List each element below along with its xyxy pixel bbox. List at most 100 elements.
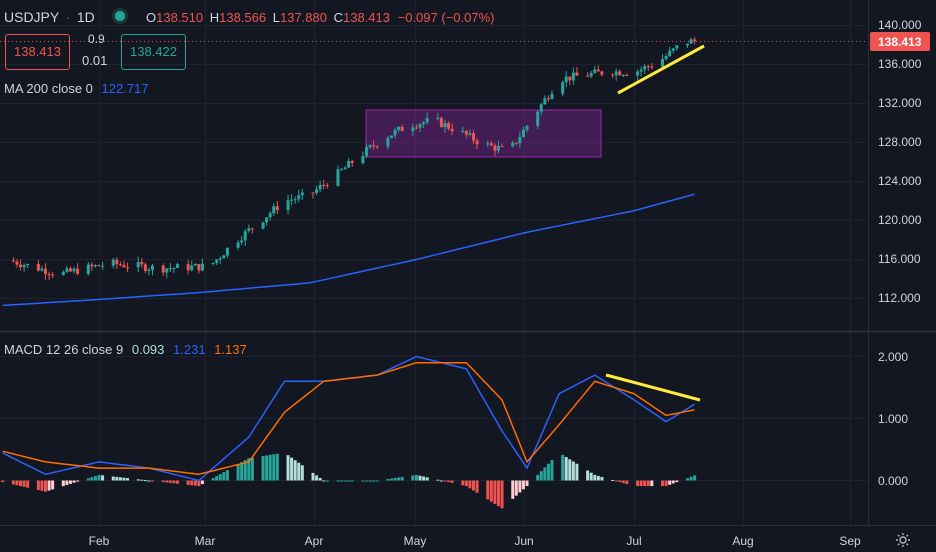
candle-body[interactable] — [386, 138, 390, 147]
candle-body[interactable] — [197, 263, 201, 271]
candle-body[interactable] — [122, 264, 126, 268]
candle-body[interactable] — [468, 133, 472, 135]
candle-body[interactable] — [336, 169, 340, 186]
candle-body[interactable] — [536, 111, 540, 126]
candle-body[interactable] — [93, 265, 97, 267]
candle-body[interactable] — [322, 185, 326, 187]
candle-body[interactable] — [350, 160, 354, 163]
candle-body[interactable] — [90, 264, 94, 267]
candle-body[interactable] — [40, 268, 44, 271]
candle-body[interactable] — [596, 69, 600, 72]
candle-body[interactable] — [225, 247, 229, 256]
candle-body[interactable] — [47, 274, 51, 276]
candle-body[interactable] — [561, 82, 565, 94]
candle-body[interactable] — [165, 268, 169, 273]
candle-body[interactable] — [671, 48, 675, 51]
candle-body[interactable] — [143, 264, 147, 272]
candle-body[interactable] — [76, 268, 80, 274]
candle-body[interactable] — [325, 185, 329, 187]
buy-button[interactable]: 138.422 — [121, 34, 186, 70]
candle-body[interactable] — [22, 265, 26, 268]
candle-body[interactable] — [368, 145, 372, 148]
candle-body[interactable] — [115, 259, 119, 265]
candle-body[interactable] — [639, 69, 643, 72]
lot-size[interactable]: 0.01 — [82, 53, 108, 68]
candle-body[interactable] — [600, 71, 604, 75]
candle-body[interactable] — [218, 258, 222, 260]
candle-body[interactable] — [365, 147, 368, 156]
candle-body[interactable] — [475, 140, 479, 145]
candle-body[interactable] — [211, 262, 215, 264]
candle-body[interactable] — [186, 264, 190, 271]
candle-body[interactable] — [543, 98, 547, 105]
candle-body[interactable] — [343, 167, 347, 170]
candle-body[interactable] — [118, 264, 122, 266]
candle-body[interactable] — [19, 264, 23, 268]
candle-body[interactable] — [621, 75, 625, 77]
candle-body[interactable] — [372, 145, 376, 147]
candle-body[interactable] — [436, 117, 440, 119]
settings-gear-icon[interactable] — [896, 533, 910, 547]
candle-body[interactable] — [664, 56, 668, 60]
candle-body[interactable] — [643, 66, 647, 70]
candle-body[interactable] — [265, 217, 269, 223]
candle-body[interactable] — [97, 265, 101, 267]
candle-body[interactable] — [51, 274, 55, 276]
candle-body[interactable] — [311, 192, 315, 194]
candle-body[interactable] — [101, 265, 105, 267]
candle-body[interactable] — [136, 262, 140, 268]
candle-body[interactable] — [293, 199, 297, 201]
price-trendline[interactable] — [617, 44, 705, 95]
candle-body[interactable] — [625, 75, 629, 77]
ma-legend[interactable]: MA 200 close 0 122.717 — [4, 81, 149, 96]
macd-trendline[interactable] — [605, 373, 701, 402]
candle-body[interactable] — [518, 137, 522, 144]
candle-body[interactable] — [464, 131, 468, 135]
signal-line[interactable] — [2, 361, 695, 476]
candle-body[interactable] — [275, 206, 279, 211]
candle-body[interactable] — [539, 104, 543, 112]
candle-body[interactable] — [347, 160, 351, 168]
candle-body[interactable] — [425, 118, 429, 123]
candle-body[interactable] — [586, 75, 590, 77]
candle-body[interactable] — [472, 133, 475, 141]
candle-body[interactable] — [514, 142, 518, 144]
candle-body[interactable] — [636, 71, 640, 76]
candle-body[interactable] — [72, 268, 76, 272]
candle-body[interactable] — [611, 74, 615, 76]
candle-body[interactable] — [493, 145, 497, 151]
candle-body[interactable] — [686, 43, 689, 46]
candle-body[interactable] — [361, 155, 365, 163]
candle-body[interactable] — [261, 222, 265, 229]
candle-body[interactable] — [140, 262, 144, 265]
candle-body[interactable] — [240, 240, 244, 243]
candle-body[interactable] — [571, 72, 575, 81]
candle-body[interactable] — [147, 269, 151, 272]
candle-body[interactable] — [693, 39, 697, 42]
candle-body[interactable] — [168, 268, 172, 270]
candle-body[interactable] — [422, 122, 426, 125]
candle-body[interactable] — [300, 192, 304, 196]
candle-body[interactable] — [222, 255, 226, 259]
price-axis[interactable]: 140.000 136.000 132.000 128.000 124.000 … — [878, 18, 922, 488]
candle-body[interactable] — [286, 200, 290, 211]
candle-body[interactable] — [15, 261, 19, 265]
candle-body[interactable] — [36, 263, 40, 271]
candle-body[interactable] — [489, 143, 493, 146]
candle-body[interactable] — [268, 213, 272, 218]
candle-body[interactable] — [44, 268, 47, 275]
candle-body[interactable] — [575, 72, 579, 76]
candle-body[interactable] — [243, 231, 247, 241]
candle-body[interactable] — [593, 69, 597, 73]
candle-body[interactable] — [290, 199, 294, 201]
candle-body[interactable] — [521, 129, 525, 138]
candle-body[interactable] — [393, 130, 397, 136]
candle-body[interactable] — [411, 127, 415, 132]
range-box[interactable] — [365, 109, 602, 158]
candle-body[interactable] — [247, 228, 251, 232]
macd-legend[interactable]: MACD 12 26 close 9 0.093 1.231 1.137 — [4, 342, 247, 357]
candle-body[interactable] — [340, 169, 344, 171]
candle-body[interactable] — [175, 264, 179, 268]
candle-body[interactable] — [525, 125, 529, 130]
